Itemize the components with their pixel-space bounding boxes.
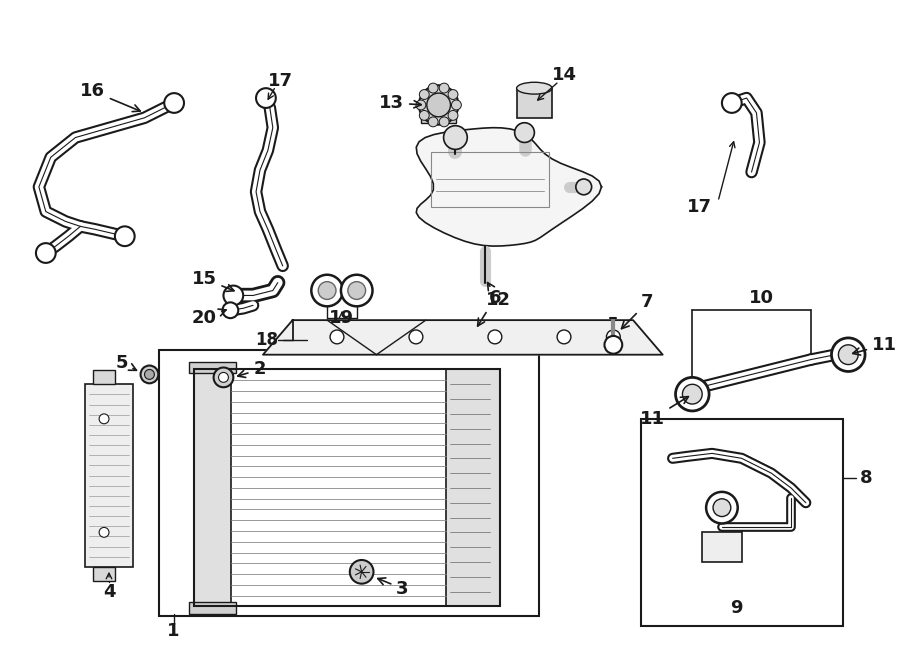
Circle shape: [256, 88, 275, 108]
Circle shape: [488, 330, 502, 344]
Text: 16: 16: [80, 82, 140, 112]
Text: 7: 7: [622, 293, 653, 329]
Circle shape: [223, 286, 243, 305]
Polygon shape: [417, 128, 601, 246]
Circle shape: [428, 83, 438, 93]
Bar: [517, 88, 553, 118]
Circle shape: [99, 527, 109, 537]
Circle shape: [330, 330, 344, 344]
Circle shape: [213, 368, 233, 387]
Circle shape: [319, 282, 336, 299]
Text: 15: 15: [192, 270, 234, 292]
Circle shape: [444, 126, 467, 149]
Circle shape: [350, 560, 374, 584]
Text: 19: 19: [329, 309, 355, 327]
Circle shape: [341, 275, 373, 306]
Circle shape: [676, 377, 709, 411]
Text: 6: 6: [478, 290, 501, 326]
Circle shape: [839, 345, 858, 365]
Circle shape: [706, 492, 738, 524]
Circle shape: [439, 83, 449, 93]
Text: 13: 13: [379, 94, 421, 112]
Circle shape: [439, 117, 449, 127]
Polygon shape: [263, 320, 662, 355]
Bar: [86, 384, 132, 567]
Bar: [702, 532, 742, 562]
Circle shape: [409, 330, 423, 344]
Circle shape: [557, 330, 571, 344]
Circle shape: [140, 366, 158, 383]
Text: 10: 10: [749, 290, 774, 307]
Circle shape: [713, 499, 731, 516]
Bar: [94, 370, 115, 384]
Circle shape: [145, 369, 155, 379]
Circle shape: [347, 282, 365, 299]
Circle shape: [605, 336, 622, 354]
Circle shape: [428, 117, 438, 127]
Bar: [159, 350, 539, 616]
Circle shape: [416, 100, 426, 110]
Bar: [641, 419, 843, 626]
Bar: [421, 113, 456, 123]
Circle shape: [164, 93, 184, 113]
Circle shape: [419, 90, 429, 99]
Circle shape: [452, 100, 462, 110]
Circle shape: [576, 179, 591, 195]
Circle shape: [115, 226, 135, 246]
Text: 5: 5: [115, 354, 137, 371]
Circle shape: [219, 372, 229, 382]
Circle shape: [722, 93, 742, 113]
Circle shape: [682, 384, 702, 404]
Circle shape: [419, 110, 429, 120]
Text: 11: 11: [640, 397, 688, 428]
Bar: [94, 567, 115, 581]
Circle shape: [99, 414, 109, 424]
Circle shape: [418, 85, 458, 125]
Ellipse shape: [517, 82, 553, 94]
Bar: [194, 369, 231, 606]
Circle shape: [36, 243, 56, 263]
Text: 12: 12: [486, 283, 511, 309]
Circle shape: [515, 123, 535, 143]
Bar: [431, 152, 549, 207]
Text: 14: 14: [552, 66, 577, 85]
Text: 4: 4: [103, 582, 115, 601]
Bar: [189, 602, 237, 614]
Circle shape: [222, 302, 239, 318]
Text: 17: 17: [687, 198, 712, 215]
Text: 20: 20: [192, 309, 226, 327]
Text: 1: 1: [167, 622, 180, 640]
Text: 2: 2: [238, 360, 266, 379]
Text: 3: 3: [378, 578, 409, 598]
Text: 8: 8: [860, 469, 873, 487]
Bar: [194, 369, 500, 606]
Text: 9: 9: [731, 600, 743, 617]
Bar: [189, 362, 237, 373]
Text: 18: 18: [255, 331, 278, 349]
Text: 11: 11: [852, 336, 897, 355]
Circle shape: [832, 338, 865, 371]
Circle shape: [427, 93, 451, 117]
Bar: [446, 369, 500, 606]
Circle shape: [448, 90, 458, 99]
Circle shape: [311, 275, 343, 306]
Text: 17: 17: [268, 72, 293, 91]
Circle shape: [448, 110, 458, 120]
Circle shape: [607, 330, 620, 344]
